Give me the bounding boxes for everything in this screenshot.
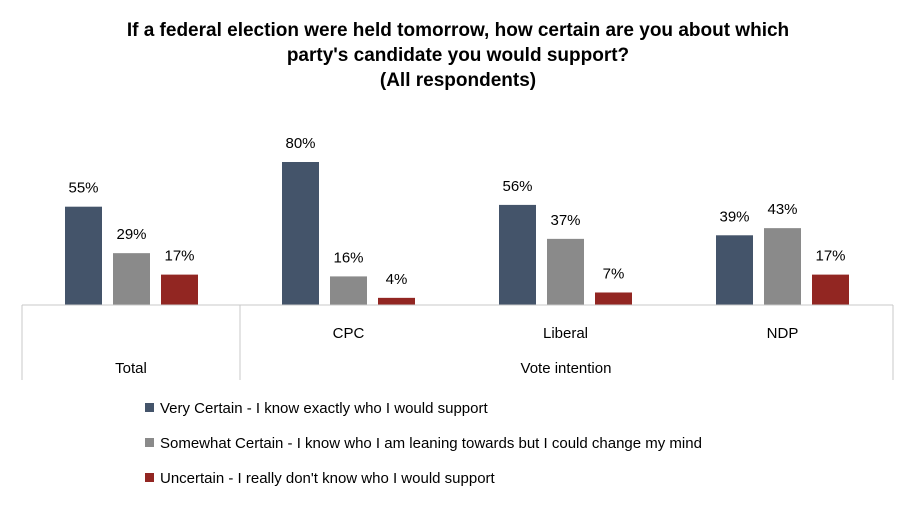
data-label: 39% (719, 208, 749, 225)
bar-liberal-1 (547, 238, 584, 305)
category-label: CPC (333, 325, 365, 342)
data-label: 17% (815, 248, 845, 265)
bar-total-1 (113, 253, 150, 305)
data-label: 37% (550, 212, 580, 229)
group-label: Vote intention (521, 360, 612, 377)
bar-total-0 (65, 206, 102, 305)
bar-cpc-1 (330, 276, 367, 305)
data-label: 80% (285, 135, 315, 152)
bar-ndp-0 (716, 235, 753, 305)
legend-swatch (145, 438, 154, 447)
legend-entry: Uncertain - I really don't know who I wo… (160, 470, 496, 487)
title-line: (All respondents) (379, 70, 537, 91)
chart-title: If a federal election were held tomorrow… (0, 18, 916, 93)
bar-liberal-2 (595, 292, 632, 305)
legend-entry: Somewhat Certain - I know who I am leani… (160, 435, 702, 452)
data-label: 4% (386, 271, 408, 288)
bar-cpc-2 (378, 297, 415, 305)
legend-entry: Very Certain - I know exactly who I woul… (160, 400, 488, 417)
category-label: Liberal (543, 325, 588, 342)
data-label: 7% (603, 265, 625, 282)
bar-total-2 (161, 274, 198, 305)
data-label: 29% (116, 226, 146, 243)
data-label: 43% (767, 201, 797, 218)
title-line: party's candidate you would support? (286, 45, 630, 66)
bar-ndp-2 (812, 274, 849, 305)
data-label: 56% (502, 178, 532, 195)
legend-swatch (145, 473, 154, 482)
group-label: Total (115, 360, 147, 377)
legend-swatch (145, 403, 154, 412)
data-label: 16% (333, 249, 363, 266)
data-label: 55% (68, 180, 98, 197)
bar-ndp-1 (764, 228, 801, 305)
category-label: NDP (767, 325, 799, 342)
title-line: If a federal election were held tomorrow… (126, 20, 790, 41)
data-label: 17% (164, 248, 194, 265)
bar-cpc-0 (282, 162, 319, 305)
bar-liberal-0 (499, 204, 536, 305)
